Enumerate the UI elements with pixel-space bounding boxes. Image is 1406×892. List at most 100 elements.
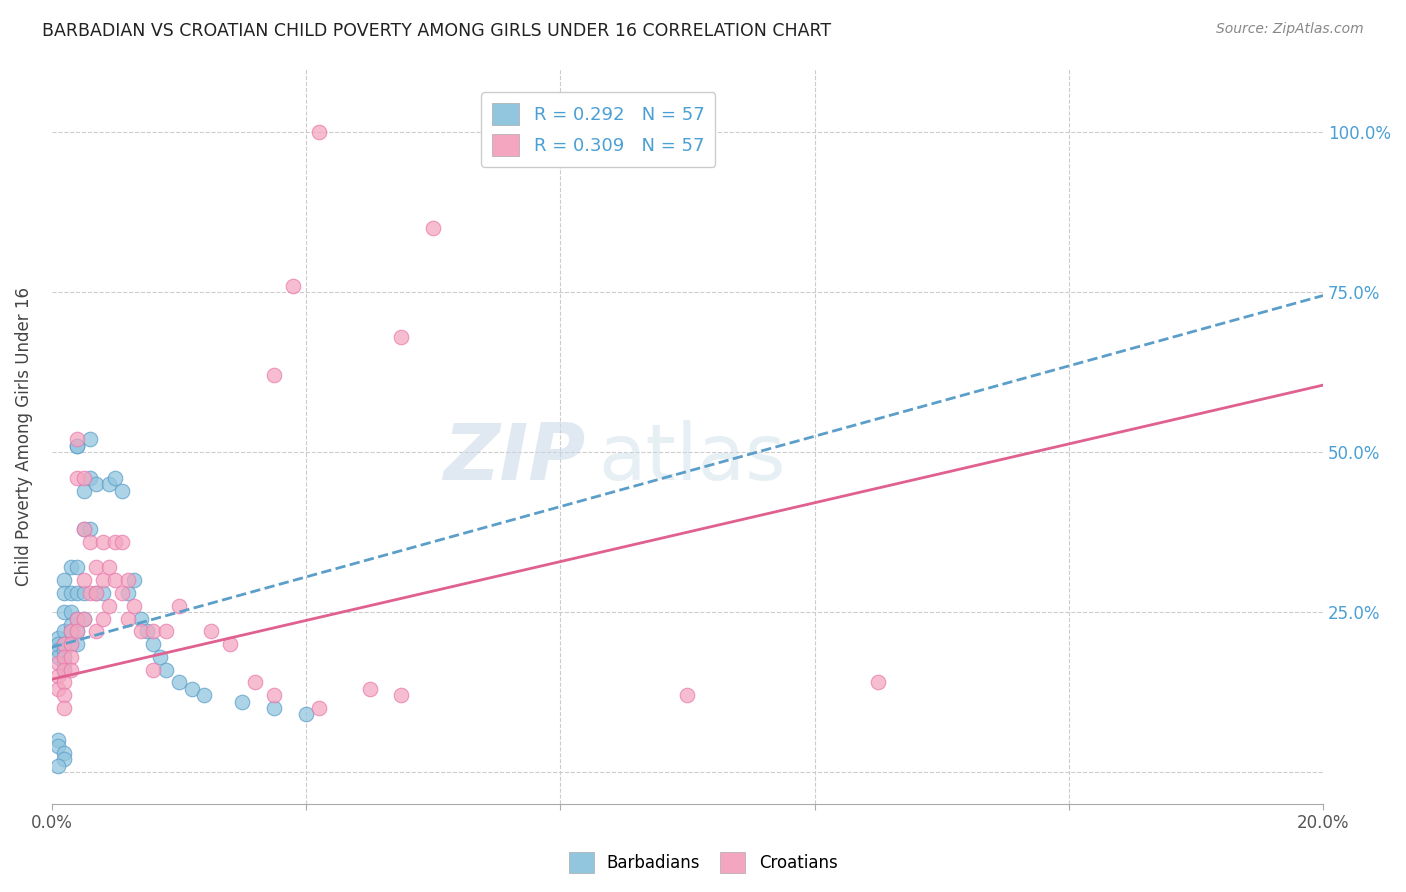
Point	[79, 534, 101, 549]
Point	[46, 657, 69, 671]
Point	[142, 624, 165, 639]
Point	[263, 688, 285, 702]
Text: Source: ZipAtlas.com: Source: ZipAtlas.com	[1216, 22, 1364, 37]
Point	[129, 624, 152, 639]
Point	[91, 573, 114, 587]
Y-axis label: Child Poverty Among Girls Under 16: Child Poverty Among Girls Under 16	[15, 286, 32, 586]
Point	[91, 586, 114, 600]
Point	[53, 688, 76, 702]
Point	[142, 663, 165, 677]
Point	[59, 624, 82, 639]
Point	[53, 752, 76, 766]
Point	[111, 586, 134, 600]
Point	[46, 649, 69, 664]
Point	[46, 631, 69, 645]
Point	[359, 681, 381, 696]
Point	[218, 637, 240, 651]
Point	[111, 483, 134, 498]
Point	[66, 624, 89, 639]
Point	[263, 701, 285, 715]
Point	[59, 637, 82, 651]
Point	[84, 560, 107, 574]
Point	[53, 657, 76, 671]
Point	[149, 649, 172, 664]
Point	[868, 675, 890, 690]
Point	[53, 637, 76, 651]
Point	[180, 681, 202, 696]
Point	[243, 675, 266, 690]
Point	[79, 522, 101, 536]
Point	[72, 586, 94, 600]
Point	[66, 611, 89, 625]
Point	[53, 675, 76, 690]
Point	[263, 368, 285, 383]
Point	[79, 471, 101, 485]
Point	[155, 663, 177, 677]
Point	[84, 586, 107, 600]
Point	[59, 663, 82, 677]
Point	[66, 560, 89, 574]
Point	[124, 599, 146, 613]
Point	[66, 439, 89, 453]
Point	[59, 618, 82, 632]
Point	[117, 586, 139, 600]
Point	[283, 279, 305, 293]
Point	[53, 663, 76, 677]
Legend: R = 0.292   N = 57, R = 0.309   N = 57: R = 0.292 N = 57, R = 0.309 N = 57	[481, 92, 716, 167]
Point	[66, 433, 89, 447]
Point	[46, 637, 69, 651]
Point	[72, 611, 94, 625]
Point	[117, 611, 139, 625]
Point	[231, 695, 253, 709]
Legend: Barbadians, Croatians: Barbadians, Croatians	[562, 846, 844, 880]
Point	[91, 534, 114, 549]
Point	[79, 433, 101, 447]
Point	[72, 573, 94, 587]
Point	[53, 624, 76, 639]
Point	[53, 663, 76, 677]
Point	[53, 649, 76, 664]
Point	[53, 643, 76, 657]
Point	[72, 522, 94, 536]
Point	[124, 573, 146, 587]
Point	[59, 605, 82, 619]
Point	[389, 688, 412, 702]
Point	[59, 560, 82, 574]
Point	[72, 483, 94, 498]
Point	[66, 471, 89, 485]
Point	[59, 637, 82, 651]
Point	[155, 624, 177, 639]
Point	[72, 611, 94, 625]
Point	[91, 611, 114, 625]
Point	[53, 746, 76, 760]
Point	[97, 477, 120, 491]
Point	[59, 586, 82, 600]
Point	[46, 669, 69, 683]
Point	[53, 701, 76, 715]
Text: ZIP: ZIP	[443, 420, 586, 496]
Point	[84, 586, 107, 600]
Point	[104, 534, 127, 549]
Point	[97, 599, 120, 613]
Point	[142, 637, 165, 651]
Point	[53, 586, 76, 600]
Point	[66, 586, 89, 600]
Point	[46, 733, 69, 747]
Point	[117, 573, 139, 587]
Point	[53, 649, 76, 664]
Text: atlas: atlas	[599, 420, 786, 496]
Point	[84, 624, 107, 639]
Point	[59, 649, 82, 664]
Point	[167, 675, 190, 690]
Point	[53, 637, 76, 651]
Point	[66, 637, 89, 651]
Point	[66, 611, 89, 625]
Point	[389, 330, 412, 344]
Point	[295, 707, 318, 722]
Point	[308, 126, 330, 140]
Point	[129, 611, 152, 625]
Point	[46, 643, 69, 657]
Point	[53, 605, 76, 619]
Point	[200, 624, 222, 639]
Point	[136, 624, 159, 639]
